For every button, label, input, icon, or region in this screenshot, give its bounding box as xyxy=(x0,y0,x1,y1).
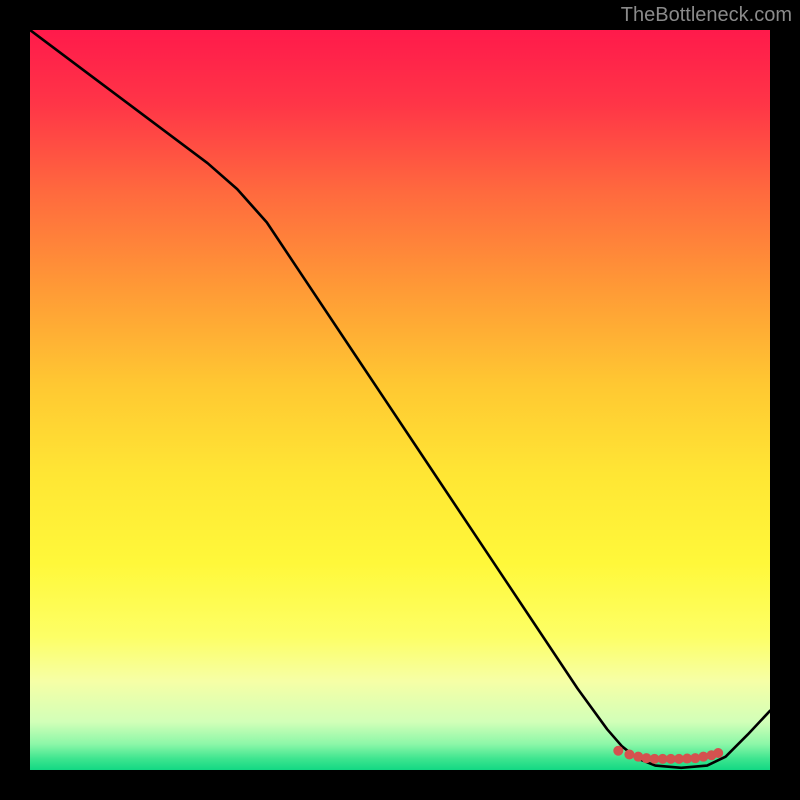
gradient-plot-background xyxy=(30,30,770,770)
optimal-marker xyxy=(613,746,623,756)
optimal-marker xyxy=(624,749,634,759)
chart-canvas: TheBottleneck.com xyxy=(0,0,800,800)
optimal-marker xyxy=(713,748,723,758)
bottleneck-line-chart xyxy=(0,0,800,800)
